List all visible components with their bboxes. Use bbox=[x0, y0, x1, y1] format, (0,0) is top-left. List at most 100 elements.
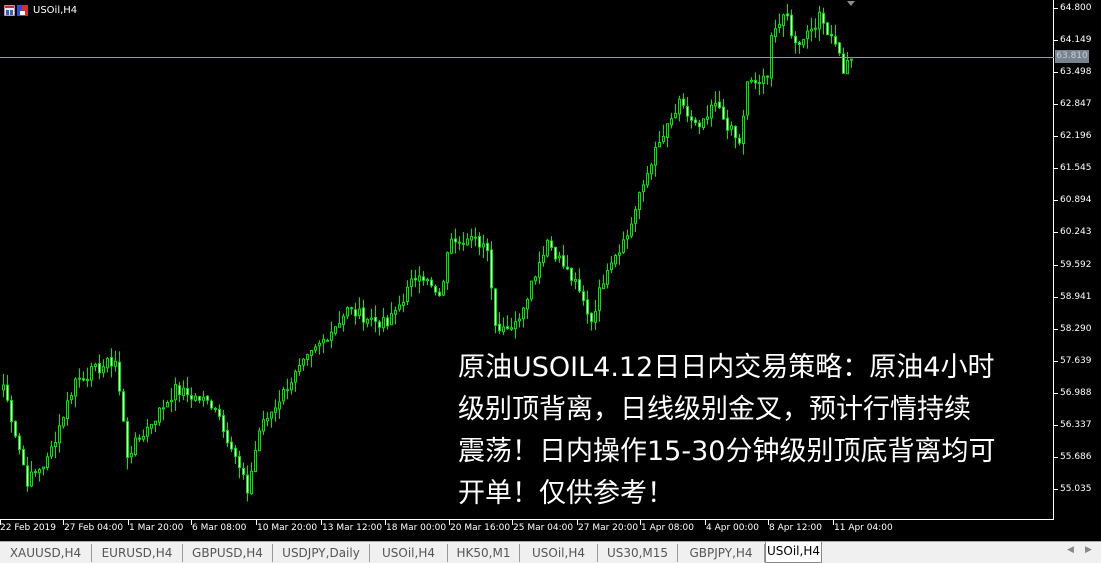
price-label: 62.196 bbox=[1060, 131, 1092, 142]
tab-gbpjpy-h4[interactable]: GBPJPY,H4 bbox=[678, 544, 765, 562]
candle-body bbox=[814, 27, 817, 30]
candle-body bbox=[738, 137, 741, 144]
candle-body bbox=[298, 365, 301, 372]
candle-body bbox=[778, 23, 781, 29]
candle bbox=[558, 251, 561, 263]
candle-body bbox=[58, 425, 61, 444]
candle bbox=[82, 371, 85, 382]
time-tick bbox=[577, 520, 578, 525]
chart-shift-marker[interactable] bbox=[847, 1, 855, 6]
tab-us30-m15[interactable]: US30,M15 bbox=[598, 544, 678, 562]
candle bbox=[770, 32, 773, 87]
time-tick bbox=[63, 520, 64, 525]
candle-body bbox=[794, 35, 797, 44]
candle bbox=[218, 404, 221, 421]
candle-body bbox=[510, 327, 513, 330]
price-label: 59.592 bbox=[1060, 259, 1092, 270]
tab-usoil-h4-active[interactable]: USOil,H4 bbox=[765, 542, 822, 563]
candle bbox=[614, 253, 617, 268]
candle bbox=[318, 340, 321, 355]
candle-body bbox=[718, 101, 721, 109]
candle-body bbox=[822, 12, 825, 24]
candle-body bbox=[670, 118, 673, 126]
candle-body bbox=[202, 396, 205, 401]
candle bbox=[270, 411, 273, 428]
time-label: 8 Apr 12:00 bbox=[769, 523, 822, 533]
candle-body bbox=[170, 399, 173, 403]
tab-gbpusd-h4[interactable]: GBPUSD,H4 bbox=[183, 544, 273, 562]
chart-title-bar: USOil,H4 bbox=[4, 3, 77, 17]
candle bbox=[306, 353, 309, 366]
candle bbox=[342, 313, 345, 332]
candle bbox=[818, 5, 821, 42]
candle bbox=[54, 431, 57, 459]
candle bbox=[838, 42, 841, 56]
candle-body bbox=[114, 360, 117, 367]
candle-body bbox=[606, 269, 609, 285]
candle bbox=[134, 432, 137, 457]
candle bbox=[654, 141, 657, 177]
candle-body bbox=[54, 442, 57, 448]
price-label: 60.894 bbox=[1060, 195, 1092, 206]
candle bbox=[278, 390, 281, 419]
candle bbox=[546, 238, 549, 258]
price-label: 58.941 bbox=[1060, 291, 1092, 302]
price-label: 63.498 bbox=[1060, 67, 1092, 78]
scroll-left-icon[interactable]: ◀ bbox=[1067, 545, 1074, 555]
candle-body bbox=[730, 125, 733, 130]
candle-body bbox=[614, 255, 617, 265]
candle-body bbox=[70, 395, 73, 401]
tab-xauusd-h4[interactable]: XAUUSD,H4 bbox=[0, 544, 92, 562]
tab-usdjpy-daily[interactable]: USDJPY,Daily bbox=[273, 544, 370, 562]
candle bbox=[814, 18, 817, 38]
chart-area[interactable]: USOil,H4 64.800 64.149 63.498 62.847 62.196 6… bbox=[0, 0, 1101, 541]
candle-body bbox=[406, 286, 409, 303]
candle-body bbox=[414, 277, 417, 281]
candle-body bbox=[174, 384, 177, 401]
price-tick bbox=[1054, 424, 1058, 426]
candle bbox=[22, 445, 25, 466]
candle bbox=[786, 3, 789, 21]
candle-body bbox=[150, 423, 153, 429]
candle-body bbox=[250, 470, 253, 495]
time-tick bbox=[0, 520, 1, 525]
candle bbox=[714, 91, 717, 112]
candle bbox=[850, 58, 853, 68]
candle bbox=[662, 124, 665, 144]
candle bbox=[726, 109, 729, 140]
candle-body bbox=[430, 279, 433, 287]
scroll-right-icon[interactable]: ▶ bbox=[1085, 545, 1092, 555]
time-tick bbox=[191, 520, 192, 525]
candle-body bbox=[126, 421, 129, 459]
candle bbox=[402, 293, 405, 313]
candle bbox=[806, 25, 809, 49]
candle-body bbox=[742, 115, 745, 144]
candle-body bbox=[226, 430, 229, 444]
candle-body bbox=[682, 98, 685, 106]
candle-body bbox=[266, 417, 269, 422]
candle bbox=[506, 315, 509, 330]
candle-body bbox=[322, 338, 325, 344]
candle bbox=[202, 390, 205, 407]
candle bbox=[542, 246, 545, 267]
candle-body bbox=[590, 312, 593, 323]
candle bbox=[2, 373, 5, 398]
candle bbox=[570, 267, 573, 286]
candle-body bbox=[838, 42, 841, 54]
candle-body bbox=[518, 318, 521, 322]
tab-hk50-m1[interactable]: HK50,M1 bbox=[448, 544, 520, 562]
candle bbox=[438, 287, 441, 297]
candle-body bbox=[374, 316, 377, 322]
candle bbox=[370, 308, 373, 327]
candle bbox=[794, 31, 797, 54]
candle bbox=[322, 334, 325, 354]
candle bbox=[18, 432, 21, 455]
tab-usoil-h4[interactable]: USOil,H4 bbox=[370, 544, 448, 562]
tab-usoil-h4-2[interactable]: USOil,H4 bbox=[520, 544, 598, 562]
time-tick bbox=[640, 520, 641, 525]
candle bbox=[310, 350, 313, 368]
candle-body bbox=[78, 377, 81, 380]
candle-body bbox=[602, 283, 605, 290]
tab-eurusd-h4[interactable]: EURUSD,H4 bbox=[92, 544, 183, 562]
candle-body bbox=[210, 400, 213, 409]
